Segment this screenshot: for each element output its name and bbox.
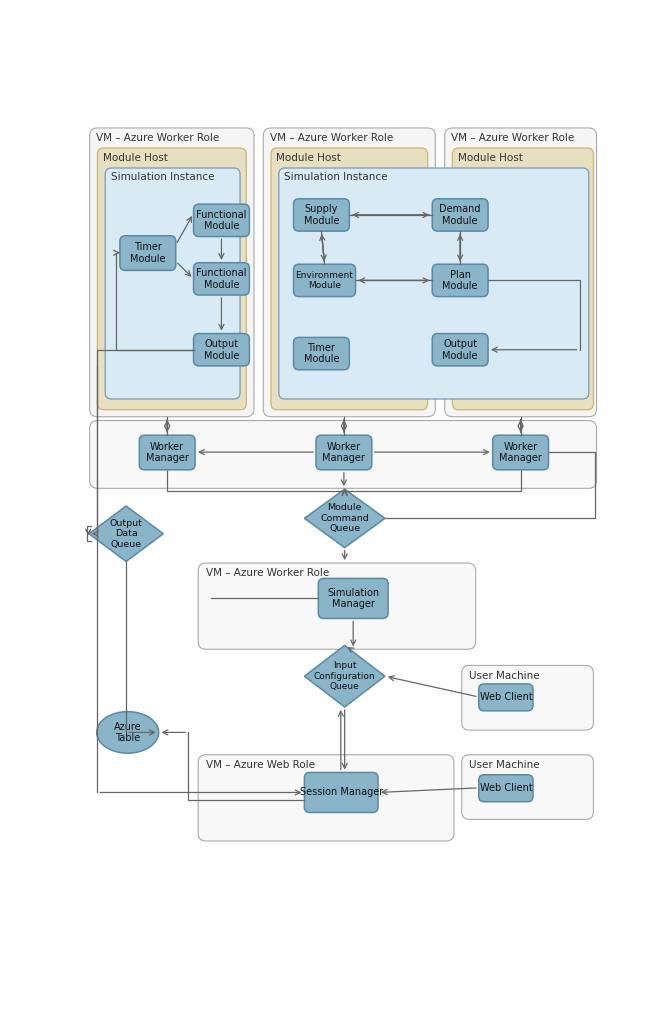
Text: User Machine: User Machine xyxy=(470,760,540,770)
FancyBboxPatch shape xyxy=(271,148,428,410)
FancyBboxPatch shape xyxy=(445,128,597,417)
Text: Simulation Instance: Simulation Instance xyxy=(284,172,387,182)
Text: Worker
Manager: Worker Manager xyxy=(499,442,542,463)
Text: Functional
Module: Functional Module xyxy=(196,209,246,231)
FancyBboxPatch shape xyxy=(90,128,254,417)
FancyBboxPatch shape xyxy=(432,334,488,365)
Text: Module
Command
Queue: Module Command Queue xyxy=(320,503,369,533)
FancyBboxPatch shape xyxy=(479,684,533,710)
FancyBboxPatch shape xyxy=(493,435,548,470)
Text: Demand
Module: Demand Module xyxy=(440,204,481,225)
Text: VM – Azure Web Role: VM – Azure Web Role xyxy=(206,760,315,770)
Text: Module Host: Module Host xyxy=(103,152,168,162)
FancyBboxPatch shape xyxy=(194,334,249,365)
FancyBboxPatch shape xyxy=(305,772,378,812)
Text: Timer
Module: Timer Module xyxy=(130,243,166,264)
Text: VM – Azure Worker Role: VM – Azure Worker Role xyxy=(451,133,574,142)
FancyBboxPatch shape xyxy=(293,264,355,296)
Text: User Machine: User Machine xyxy=(470,671,540,681)
FancyBboxPatch shape xyxy=(90,420,597,488)
Text: Simulation Instance: Simulation Instance xyxy=(111,172,214,182)
Text: Web Client: Web Client xyxy=(480,784,532,794)
Text: Environment
Module: Environment Module xyxy=(295,271,353,290)
Text: Worker
Manager: Worker Manager xyxy=(146,442,188,463)
FancyBboxPatch shape xyxy=(105,168,240,399)
FancyBboxPatch shape xyxy=(316,435,372,470)
Text: VM – Azure Worker Role: VM – Azure Worker Role xyxy=(96,133,219,142)
Text: Module Host: Module Host xyxy=(277,152,341,162)
FancyBboxPatch shape xyxy=(194,204,249,236)
FancyBboxPatch shape xyxy=(452,148,593,410)
Text: VM – Azure Worker Role: VM – Azure Worker Role xyxy=(269,133,393,142)
FancyBboxPatch shape xyxy=(98,148,246,410)
FancyBboxPatch shape xyxy=(462,755,593,819)
FancyBboxPatch shape xyxy=(120,235,176,270)
Text: Output
Module: Output Module xyxy=(204,339,239,360)
FancyBboxPatch shape xyxy=(293,337,349,369)
Text: Output
Data
Queue: Output Data Queue xyxy=(110,519,142,549)
Polygon shape xyxy=(305,489,385,548)
Polygon shape xyxy=(305,646,385,707)
Text: Functional
Module: Functional Module xyxy=(196,268,246,289)
Text: VM – Azure Worker Role: VM – Azure Worker Role xyxy=(206,568,329,579)
Text: Output
Module: Output Module xyxy=(442,339,478,360)
Text: Input
Configuration
Queue: Input Configuration Queue xyxy=(314,662,375,691)
Text: Session Manager: Session Manager xyxy=(299,788,383,798)
Text: Plan
Module: Plan Module xyxy=(442,270,478,291)
Text: Azure
Table: Azure Table xyxy=(114,722,142,743)
FancyBboxPatch shape xyxy=(432,264,488,296)
Text: Supply
Module: Supply Module xyxy=(304,204,339,225)
FancyBboxPatch shape xyxy=(198,563,476,650)
FancyBboxPatch shape xyxy=(198,755,454,841)
FancyBboxPatch shape xyxy=(279,168,589,399)
FancyBboxPatch shape xyxy=(319,579,388,618)
Text: Simulation
Manager: Simulation Manager xyxy=(327,588,379,609)
FancyBboxPatch shape xyxy=(479,774,533,802)
Text: Module Host: Module Host xyxy=(458,152,522,162)
FancyBboxPatch shape xyxy=(140,435,195,470)
FancyBboxPatch shape xyxy=(194,263,249,295)
FancyBboxPatch shape xyxy=(432,199,488,231)
FancyBboxPatch shape xyxy=(462,666,593,730)
Text: Web Client: Web Client xyxy=(480,692,532,702)
FancyBboxPatch shape xyxy=(263,128,436,417)
Text: Worker
Manager: Worker Manager xyxy=(323,442,365,463)
Text: Timer
Module: Timer Module xyxy=(304,343,339,364)
FancyBboxPatch shape xyxy=(293,199,349,231)
Polygon shape xyxy=(89,506,163,561)
Ellipse shape xyxy=(97,712,159,753)
